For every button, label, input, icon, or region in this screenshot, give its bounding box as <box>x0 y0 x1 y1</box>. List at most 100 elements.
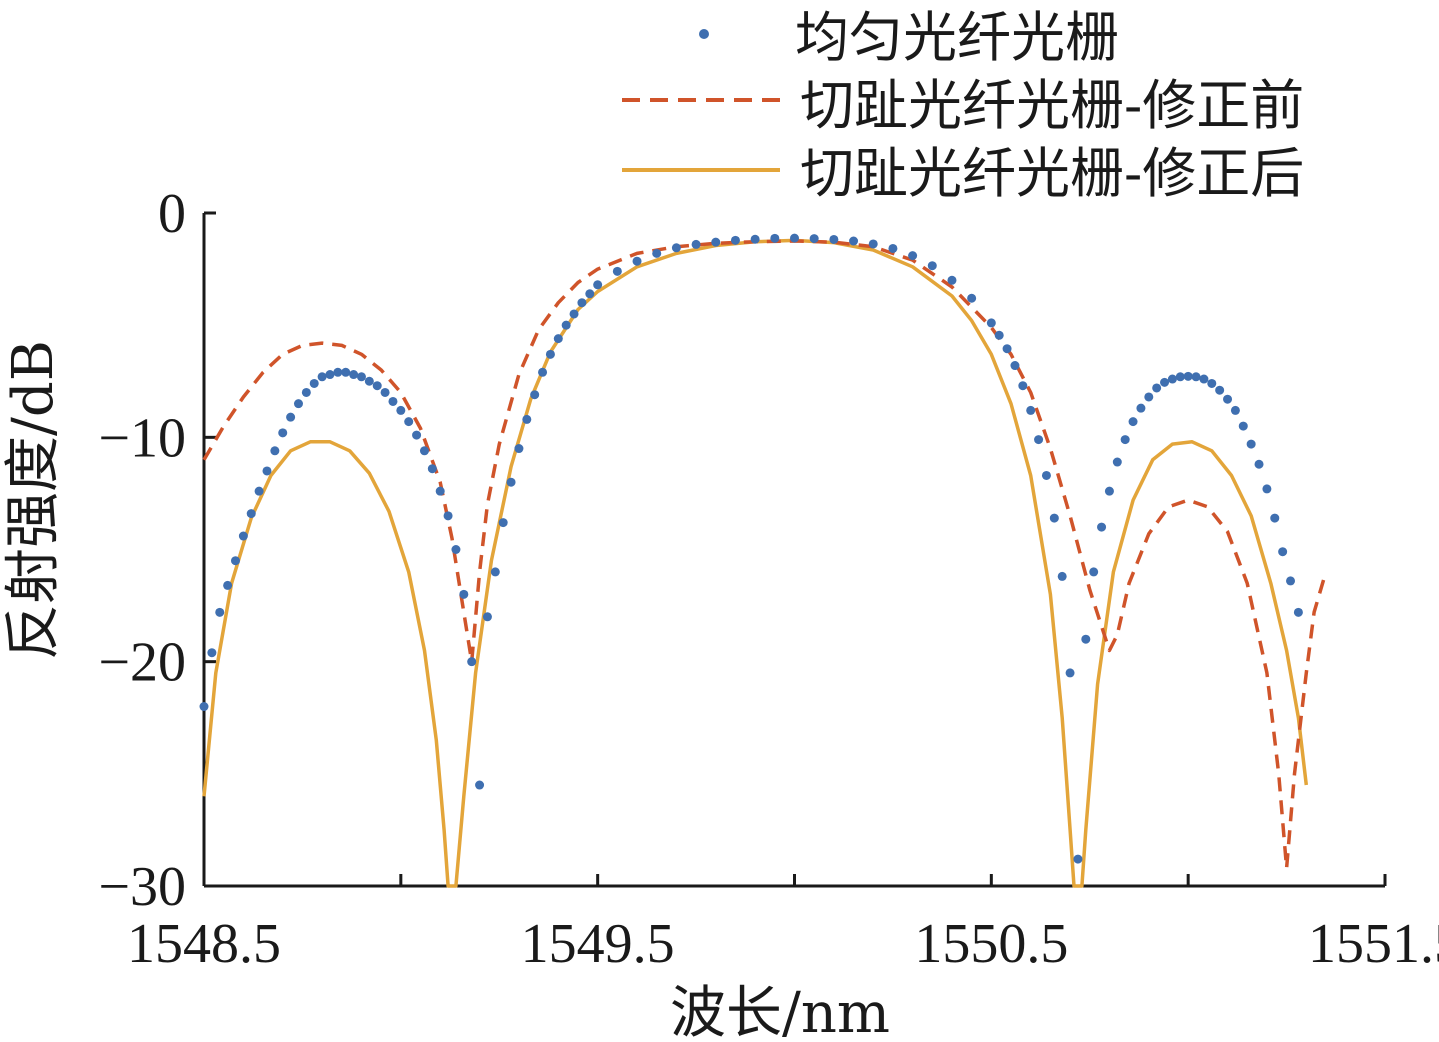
data-point <box>790 233 799 243</box>
data-point <box>1128 417 1138 427</box>
data-point <box>1238 421 1248 431</box>
data-point <box>498 518 508 528</box>
x-tick-labels: 1548.5 1549.5 1550.5 1551.5 <box>127 913 1439 975</box>
data-point <box>254 486 264 496</box>
x-tick-label: 1549.5 <box>521 913 675 975</box>
x-tick-label: 1548.5 <box>127 913 281 975</box>
data-point <box>278 428 288 438</box>
data-point <box>530 390 540 400</box>
data-point <box>490 567 500 577</box>
data-point <box>1065 668 1075 678</box>
data-point <box>632 256 642 266</box>
series-line <box>202 239 1328 870</box>
y-tick-label: −10 <box>98 407 186 469</box>
data-point <box>215 607 225 617</box>
data-point <box>317 372 327 382</box>
data-point <box>1262 484 1272 494</box>
data-point <box>341 367 351 377</box>
data-point <box>569 309 579 319</box>
series-before <box>202 239 1328 870</box>
data-point <box>1026 405 1036 415</box>
data-point <box>364 376 374 386</box>
data-point <box>908 251 918 261</box>
data-point <box>356 372 366 382</box>
x-tick-label: 1550.5 <box>914 913 1068 975</box>
data-point <box>868 239 878 249</box>
legend-label-after: 切趾光纤光栅-修正后 <box>800 142 1304 205</box>
data-point <box>246 509 256 519</box>
data-point <box>730 235 740 245</box>
data-point <box>230 556 240 566</box>
data-point <box>270 446 280 456</box>
data-point <box>1207 378 1217 388</box>
data-point <box>1010 361 1020 371</box>
data-point <box>612 266 622 276</box>
data-point <box>652 248 662 258</box>
data-point <box>553 334 563 344</box>
x-axis-title: 波长/nm <box>670 981 890 1042</box>
y-axis-title: 反射强度/dB <box>1 340 66 660</box>
data-point <box>349 370 359 380</box>
axes <box>202 211 1387 888</box>
data-point <box>1081 634 1091 644</box>
data-point <box>593 280 603 290</box>
data-point <box>238 531 248 541</box>
data-point <box>412 430 422 440</box>
data-point <box>750 234 760 244</box>
data-point <box>1112 457 1122 467</box>
data-point <box>435 486 445 496</box>
data-point <box>451 545 461 554</box>
data-point <box>1144 392 1154 402</box>
legend-label-uniform: 均匀光纤光栅 <box>795 6 1119 69</box>
data-point <box>1073 854 1083 864</box>
series-after <box>202 238 1309 888</box>
data-point <box>467 657 477 667</box>
data-point <box>1293 607 1303 617</box>
data-point <box>380 387 390 397</box>
data-point <box>967 293 977 303</box>
data-point <box>1278 547 1288 557</box>
data-point <box>301 387 311 397</box>
legend-label-before: 切趾光纤光栅-修正前 <box>800 74 1304 137</box>
data-point <box>809 234 819 244</box>
data-point <box>1160 377 1170 387</box>
data-point <box>994 330 1004 340</box>
data-point <box>1041 470 1051 480</box>
data-point <box>325 370 335 380</box>
data-point <box>1136 403 1146 413</box>
series-line <box>202 238 1309 888</box>
data-point <box>506 477 516 487</box>
legend-marker-uniform <box>699 29 709 39</box>
data-point <box>1246 439 1256 449</box>
series-uniform <box>199 233 1303 864</box>
data-point <box>1049 513 1059 523</box>
data-point <box>286 412 296 422</box>
y-ticks <box>204 211 216 888</box>
data-point <box>1230 405 1240 415</box>
data-point <box>1034 435 1044 445</box>
data-point <box>1097 522 1107 532</box>
data-point <box>1223 394 1233 404</box>
data-point <box>1057 571 1067 581</box>
data-point <box>419 446 429 456</box>
data-point <box>585 289 595 299</box>
data-point <box>671 243 681 253</box>
data-point <box>443 511 453 521</box>
data-point <box>888 243 898 253</box>
data-point <box>1104 486 1114 496</box>
data-point <box>199 702 209 712</box>
data-point <box>829 234 839 244</box>
data-point <box>691 239 701 249</box>
data-point <box>522 414 532 424</box>
x-ticks <box>202 874 1387 886</box>
data-point <box>1002 344 1012 354</box>
data-point <box>207 648 217 658</box>
data-point <box>1152 383 1162 393</box>
data-point <box>1286 576 1296 586</box>
x-tick-label: 1551.5 <box>1308 913 1439 975</box>
data-point <box>475 780 485 790</box>
data-point <box>1175 372 1185 382</box>
data-point <box>1254 459 1264 469</box>
data-point <box>545 349 555 359</box>
